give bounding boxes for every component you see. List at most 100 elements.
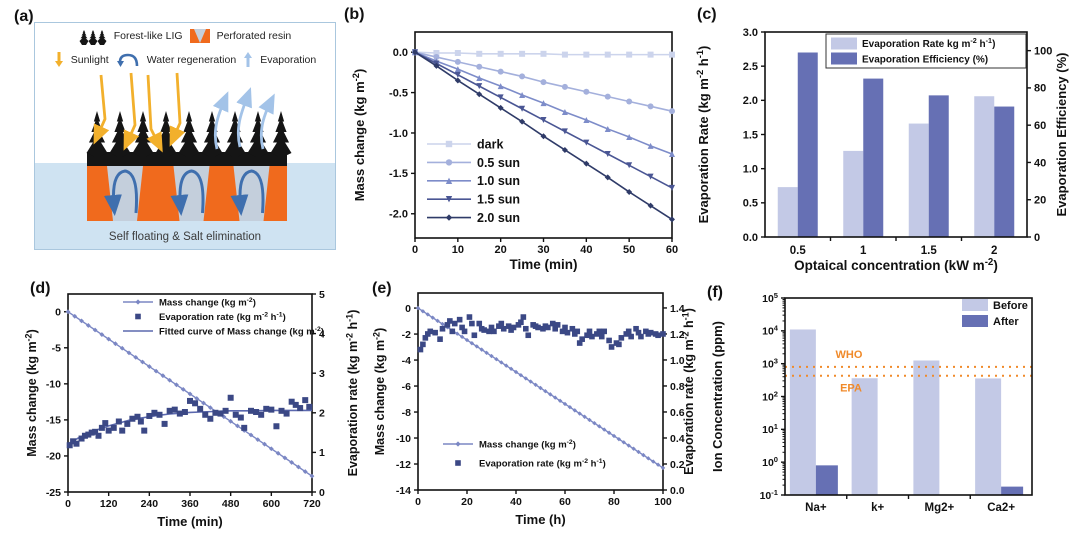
svg-text:2: 2: [991, 245, 997, 257]
svg-text:1.5: 1.5: [743, 129, 758, 141]
legend-sunlight: Sunlight: [70, 53, 109, 66]
svg-text:104: 104: [762, 324, 779, 338]
evaporation-arrows: [212, 87, 275, 150]
svg-text:Na+: Na+: [805, 502, 827, 514]
perforated-resin-icon: [189, 29, 210, 43]
svg-text:1.0: 1.0: [743, 163, 758, 175]
evaporation-icon: [244, 52, 253, 67]
svg-text:-20: -20: [46, 451, 61, 463]
svg-text:10-1: 10-1: [760, 488, 778, 502]
svg-text:-15: -15: [46, 415, 61, 427]
legend-water-regeneration: Water regeneration: [146, 53, 237, 66]
svg-text:60: 60: [666, 244, 678, 256]
legend-evaporation: Evaporation: [260, 53, 317, 66]
water-regeneration-arrows: [103, 169, 265, 216]
svg-text:0: 0: [415, 496, 421, 508]
svg-text:Optaical concentration (kW m-2: Optaical concentration (kW m-2): [794, 257, 998, 273]
svg-text:480: 480: [222, 498, 240, 510]
schematic-legend-row-2: Sunlight Water regeneration Evaporation: [35, 51, 335, 68]
svg-text:50: 50: [623, 244, 635, 256]
svg-text:2.0 sun: 2.0 sun: [477, 211, 520, 225]
svg-text:1.0 sun: 1.0 sun: [477, 174, 520, 188]
svg-text:3.0: 3.0: [743, 27, 758, 39]
svg-text:2.0: 2.0: [743, 95, 758, 107]
svg-text:Mg2+: Mg2+: [925, 502, 955, 514]
svg-text:Ca2+: Ca2+: [987, 502, 1015, 514]
svg-text:1.0: 1.0: [670, 355, 685, 367]
svg-text:-10: -10: [46, 379, 61, 391]
svg-text:3: 3: [319, 368, 325, 380]
svg-text:0.0: 0.0: [393, 47, 408, 59]
svg-text:0.0: 0.0: [670, 485, 685, 497]
svg-text:20: 20: [495, 244, 507, 256]
svg-text:Time (min): Time (min): [157, 514, 223, 529]
svg-text:-25: -25: [46, 487, 61, 499]
svg-text:-6: -6: [402, 381, 411, 393]
panel-f-chart: 105 104 103 102 101 100 10-1 Na+ k+ Mg2+ Ca2+ WHO EP…: [710, 291, 1033, 514]
svg-text:240: 240: [141, 498, 159, 510]
svg-text:100: 100: [1034, 45, 1052, 57]
svg-text:k+: k+: [871, 502, 884, 514]
svg-text:0.4: 0.4: [670, 433, 685, 445]
svg-text:Mass change (kg m-2): Mass change (kg m-2): [372, 328, 387, 456]
svg-text:-1.0: -1.0: [389, 128, 408, 140]
svg-text:100: 100: [654, 496, 672, 508]
svg-text:4: 4: [319, 328, 325, 340]
panel-b-label: (b): [344, 6, 365, 23]
svg-text:1.2: 1.2: [670, 329, 685, 341]
svg-text:0: 0: [55, 307, 61, 319]
svg-text:-2: -2: [402, 329, 411, 341]
water-regeneration-icon: [116, 53, 139, 67]
panel-c-chart: 0.5 1 1.5 2 0.0 0.5 1.0 1.5 2.0 2.5 3.0 0 20 40 60 80 10…: [695, 27, 1069, 273]
svg-text:102: 102: [762, 389, 778, 403]
svg-text:0: 0: [405, 303, 411, 315]
svg-text:360: 360: [181, 498, 199, 510]
svg-text:Mass change (kg m-2): Mass change (kg m-2): [479, 439, 576, 451]
forest-lig-icon: [79, 30, 107, 45]
svg-text:-0.5: -0.5: [389, 87, 408, 99]
svg-text:-5: -5: [52, 343, 61, 355]
svg-text:80: 80: [1034, 83, 1046, 95]
svg-text:40: 40: [580, 244, 592, 256]
svg-text:5: 5: [319, 289, 325, 301]
svg-text:20: 20: [461, 496, 473, 508]
svg-text:Fitted curve of Mass change (k: Fitted curve of Mass change (kg m-2): [159, 326, 324, 338]
panel-d-chart: 0 -5 -10 -15 -20 -25 0 1 2 3 4 5 0 120 240 360 480 600 720…: [25, 289, 360, 529]
svg-text:-4: -4: [402, 355, 411, 367]
svg-text:-8: -8: [402, 407, 411, 419]
svg-text:After: After: [993, 316, 1019, 328]
svg-text:0.5: 0.5: [790, 245, 807, 257]
svg-text:120: 120: [100, 498, 118, 510]
svg-text:20: 20: [1034, 195, 1046, 207]
panel-c-label: (c): [697, 6, 717, 23]
svg-text:0.0: 0.0: [743, 232, 758, 244]
svg-text:80: 80: [608, 496, 620, 508]
svg-text:Mass change (kg m-2): Mass change (kg m-2): [25, 329, 39, 457]
svg-text:-12: -12: [396, 459, 411, 471]
svg-text:0.6: 0.6: [670, 407, 685, 419]
panel-f-label: (f): [707, 284, 723, 301]
svg-text:-14: -14: [396, 485, 411, 497]
svg-text:dark: dark: [477, 137, 503, 151]
svg-text:1.4: 1.4: [670, 303, 685, 315]
schematic-drawing: [35, 72, 335, 249]
svg-text:0.8: 0.8: [670, 381, 685, 393]
svg-text:WHO: WHO: [836, 349, 863, 361]
schematic-caption: Self floating & Salt elimination: [108, 231, 262, 243]
svg-text:600: 600: [263, 498, 281, 510]
svg-text:-2.0: -2.0: [389, 209, 408, 221]
svg-text:720: 720: [303, 498, 321, 510]
legend-forest-lig: Forest-like LIG: [113, 30, 183, 42]
svg-text:30: 30: [537, 244, 549, 256]
svg-text:1: 1: [860, 245, 867, 257]
svg-text:0.2: 0.2: [670, 459, 685, 471]
svg-text:Evaporation Efficiency (%): Evaporation Efficiency (%): [1054, 53, 1069, 217]
svg-text:Mass change (kg m-2): Mass change (kg m-2): [159, 297, 256, 309]
svg-text:10: 10: [452, 244, 464, 256]
svg-text:Evaporation rate (kg m-2 h-1): Evaporation rate (kg m-2 h-1): [159, 311, 286, 323]
svg-text:2: 2: [319, 408, 325, 420]
sunlight-icon: [54, 52, 63, 67]
svg-text:103: 103: [762, 356, 778, 370]
svg-text:40: 40: [510, 496, 522, 508]
panel-d-label: (d): [30, 280, 51, 297]
